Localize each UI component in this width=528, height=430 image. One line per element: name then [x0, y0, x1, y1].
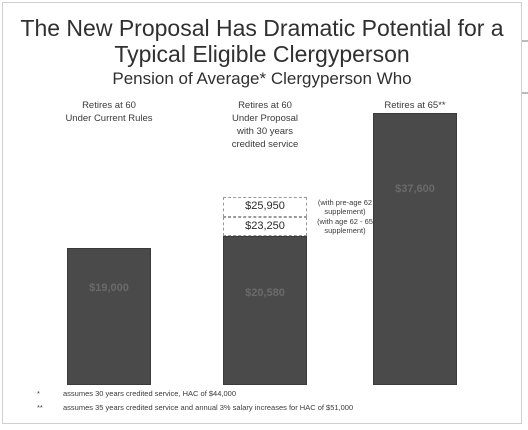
category-label-2: Retires at 60 Under Proposal with 30 years…: [200, 99, 330, 151]
bar-value-label-1: $19,000: [89, 282, 129, 295]
supplement-box-2: $25,950: [223, 197, 307, 217]
bar-1: $19,000: [67, 247, 151, 385]
bar-value-label-2: $20,580: [245, 286, 285, 299]
category-label-line: Retires at 65**: [384, 100, 446, 111]
category-label-1: Retires at 60 Under Current Rules: [44, 99, 174, 125]
footnote-2-text: assumes 35 years credited service and an…: [63, 403, 354, 412]
chart-subtitle: Pension of Average* Clergyperson Who: [112, 69, 412, 88]
edge-mark: [522, 40, 528, 42]
footnote-1-text: assumes 30 years credited service, HAC o…: [63, 389, 237, 398]
supplement-note-line: (with pre-age 62: [317, 198, 373, 208]
category-label-line: with 30 years: [237, 126, 293, 137]
supplement-note-2: (with pre-age 62 supplement): [309, 198, 381, 216]
category-label-line: Under Current Rules: [65, 113, 153, 124]
supplement-note-line: supplement): [324, 226, 366, 236]
supplement-note-line: (with age 62 - 65: [317, 217, 373, 227]
category-label-line: Retires at 60: [82, 100, 136, 111]
supplement-note-1: (with age 62 - 65 supplement): [309, 217, 381, 235]
chart-title-line-2: Typical Eligible Clergyperson: [114, 41, 410, 67]
bar-3: $37,600: [373, 113, 457, 385]
category-label-line: credited service: [231, 139, 299, 150]
supplement-note-line: supplement): [324, 207, 366, 217]
supplement-value-label-1: $23,250: [245, 219, 285, 232]
footnote-2-mark: **: [37, 403, 43, 412]
supplement-value-label-2: $25,950: [245, 200, 285, 213]
bar-2: $20,580: [223, 236, 307, 385]
chart-title-line-1: The New Proposal Has Dramatic Potential …: [20, 15, 504, 41]
supplement-box-1: $23,250: [223, 216, 307, 237]
edge-mark: [522, 92, 528, 94]
bar-value-label-3: $37,600: [395, 183, 435, 195]
category-label-line: Under Proposal: [231, 113, 298, 124]
category-label-line: Retires at 60: [238, 100, 292, 111]
footnote-1-mark: *: [37, 389, 40, 398]
chart-frame: The New Proposal Has Dramatic Potential …: [2, 2, 522, 424]
